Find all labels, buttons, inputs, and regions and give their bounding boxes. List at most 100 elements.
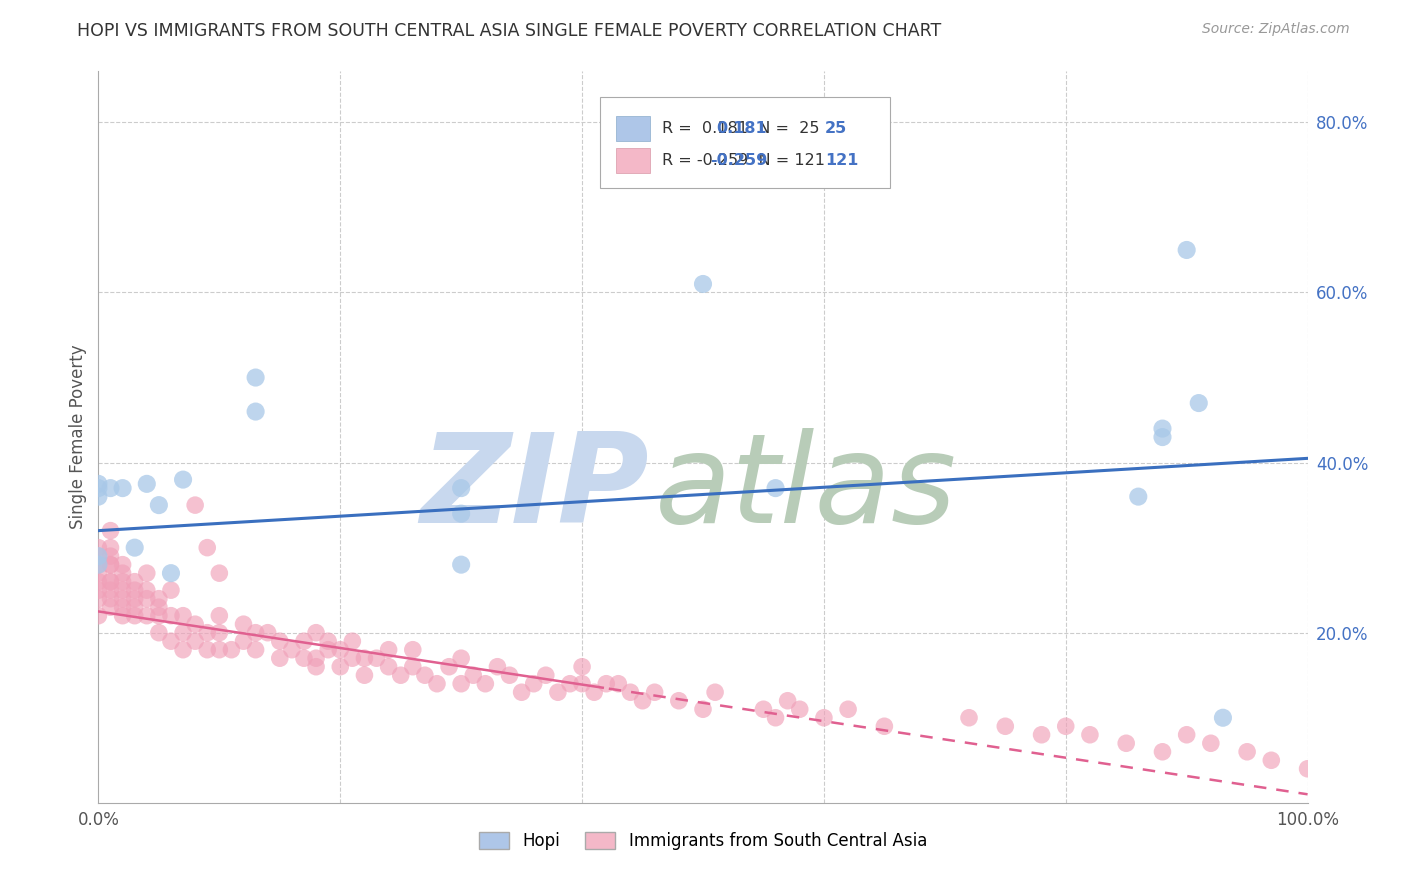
Point [789,702,811,716]
Point [619,685,641,699]
Point [124,574,146,589]
Point [100,524,122,538]
Point [1175,728,1198,742]
Point [269,634,291,648]
Point [413,668,436,682]
Point [704,685,727,699]
Point [377,642,399,657]
Point [305,651,328,665]
Point [571,677,593,691]
Point [342,651,364,665]
Point [523,677,546,691]
Point [87,574,110,589]
Point [87,566,110,581]
Text: ZIP: ZIP [420,428,648,549]
Point [269,651,291,665]
Text: -0.259: -0.259 [710,153,768,168]
Point [450,651,472,665]
Point [305,659,328,673]
Point [292,651,315,665]
Point [1296,762,1319,776]
Point [100,481,122,495]
Point [100,558,122,572]
Point [1199,736,1222,750]
Point [450,558,472,572]
Point [1031,728,1053,742]
Point [402,642,425,657]
Text: 121: 121 [825,153,859,168]
Point [316,642,339,657]
Point [1078,728,1101,742]
Point [994,719,1017,733]
Point [184,498,207,512]
Text: HOPI VS IMMIGRANTS FROM SOUTH CENTRAL ASIA SINGLE FEMALE POVERTY CORRELATION CHA: HOPI VS IMMIGRANTS FROM SOUTH CENTRAL AS… [77,22,942,40]
Point [837,702,859,716]
Point [692,277,714,291]
Point [353,668,375,682]
Point [1115,736,1137,750]
Point [668,694,690,708]
Point [765,481,787,495]
Point [366,651,388,665]
FancyBboxPatch shape [616,116,650,141]
Point [100,549,122,563]
Text: 25: 25 [825,121,848,136]
Point [148,625,170,640]
Text: R = -0.259  N = 121: R = -0.259 N = 121 [662,153,825,168]
Point [160,583,183,598]
Point [644,685,666,699]
Point [148,498,170,512]
Point [87,549,110,563]
Point [1054,719,1077,733]
Point [87,558,110,572]
Point [256,625,278,640]
Point [124,608,146,623]
Point [87,591,110,606]
Point [87,558,110,572]
Point [100,558,122,572]
Point [100,591,122,606]
Point [124,583,146,598]
Point [135,566,157,581]
Point [353,651,375,665]
Point [232,617,254,632]
Point [87,608,110,623]
Point [402,659,425,673]
Point [111,600,134,615]
FancyBboxPatch shape [600,97,890,188]
Point [450,507,472,521]
Point [208,625,231,640]
Point [87,583,110,598]
Point [221,642,243,657]
Legend: Hopi, Immigrants from South Central Asia: Hopi, Immigrants from South Central Asia [472,825,934,856]
Point [292,634,315,648]
Point [172,608,194,623]
Point [1175,243,1198,257]
Point [87,481,110,495]
Point [463,668,485,682]
Point [595,677,617,691]
Point [160,634,183,648]
Point [124,600,146,615]
Point [692,702,714,716]
Y-axis label: Single Female Poverty: Single Female Poverty [69,345,87,529]
Point [1128,490,1150,504]
Point [87,490,110,504]
Point [172,642,194,657]
Point [111,591,134,606]
Point [1188,396,1211,410]
Point [195,625,218,640]
Point [135,583,157,598]
Point [245,370,267,384]
Point [281,642,304,657]
Point [100,583,122,598]
Point [752,702,775,716]
Point [377,659,399,673]
Point [1236,745,1258,759]
Point [510,685,533,699]
Point [111,481,134,495]
Point [583,685,606,699]
Point [124,591,146,606]
Point [111,574,134,589]
Point [135,591,157,606]
